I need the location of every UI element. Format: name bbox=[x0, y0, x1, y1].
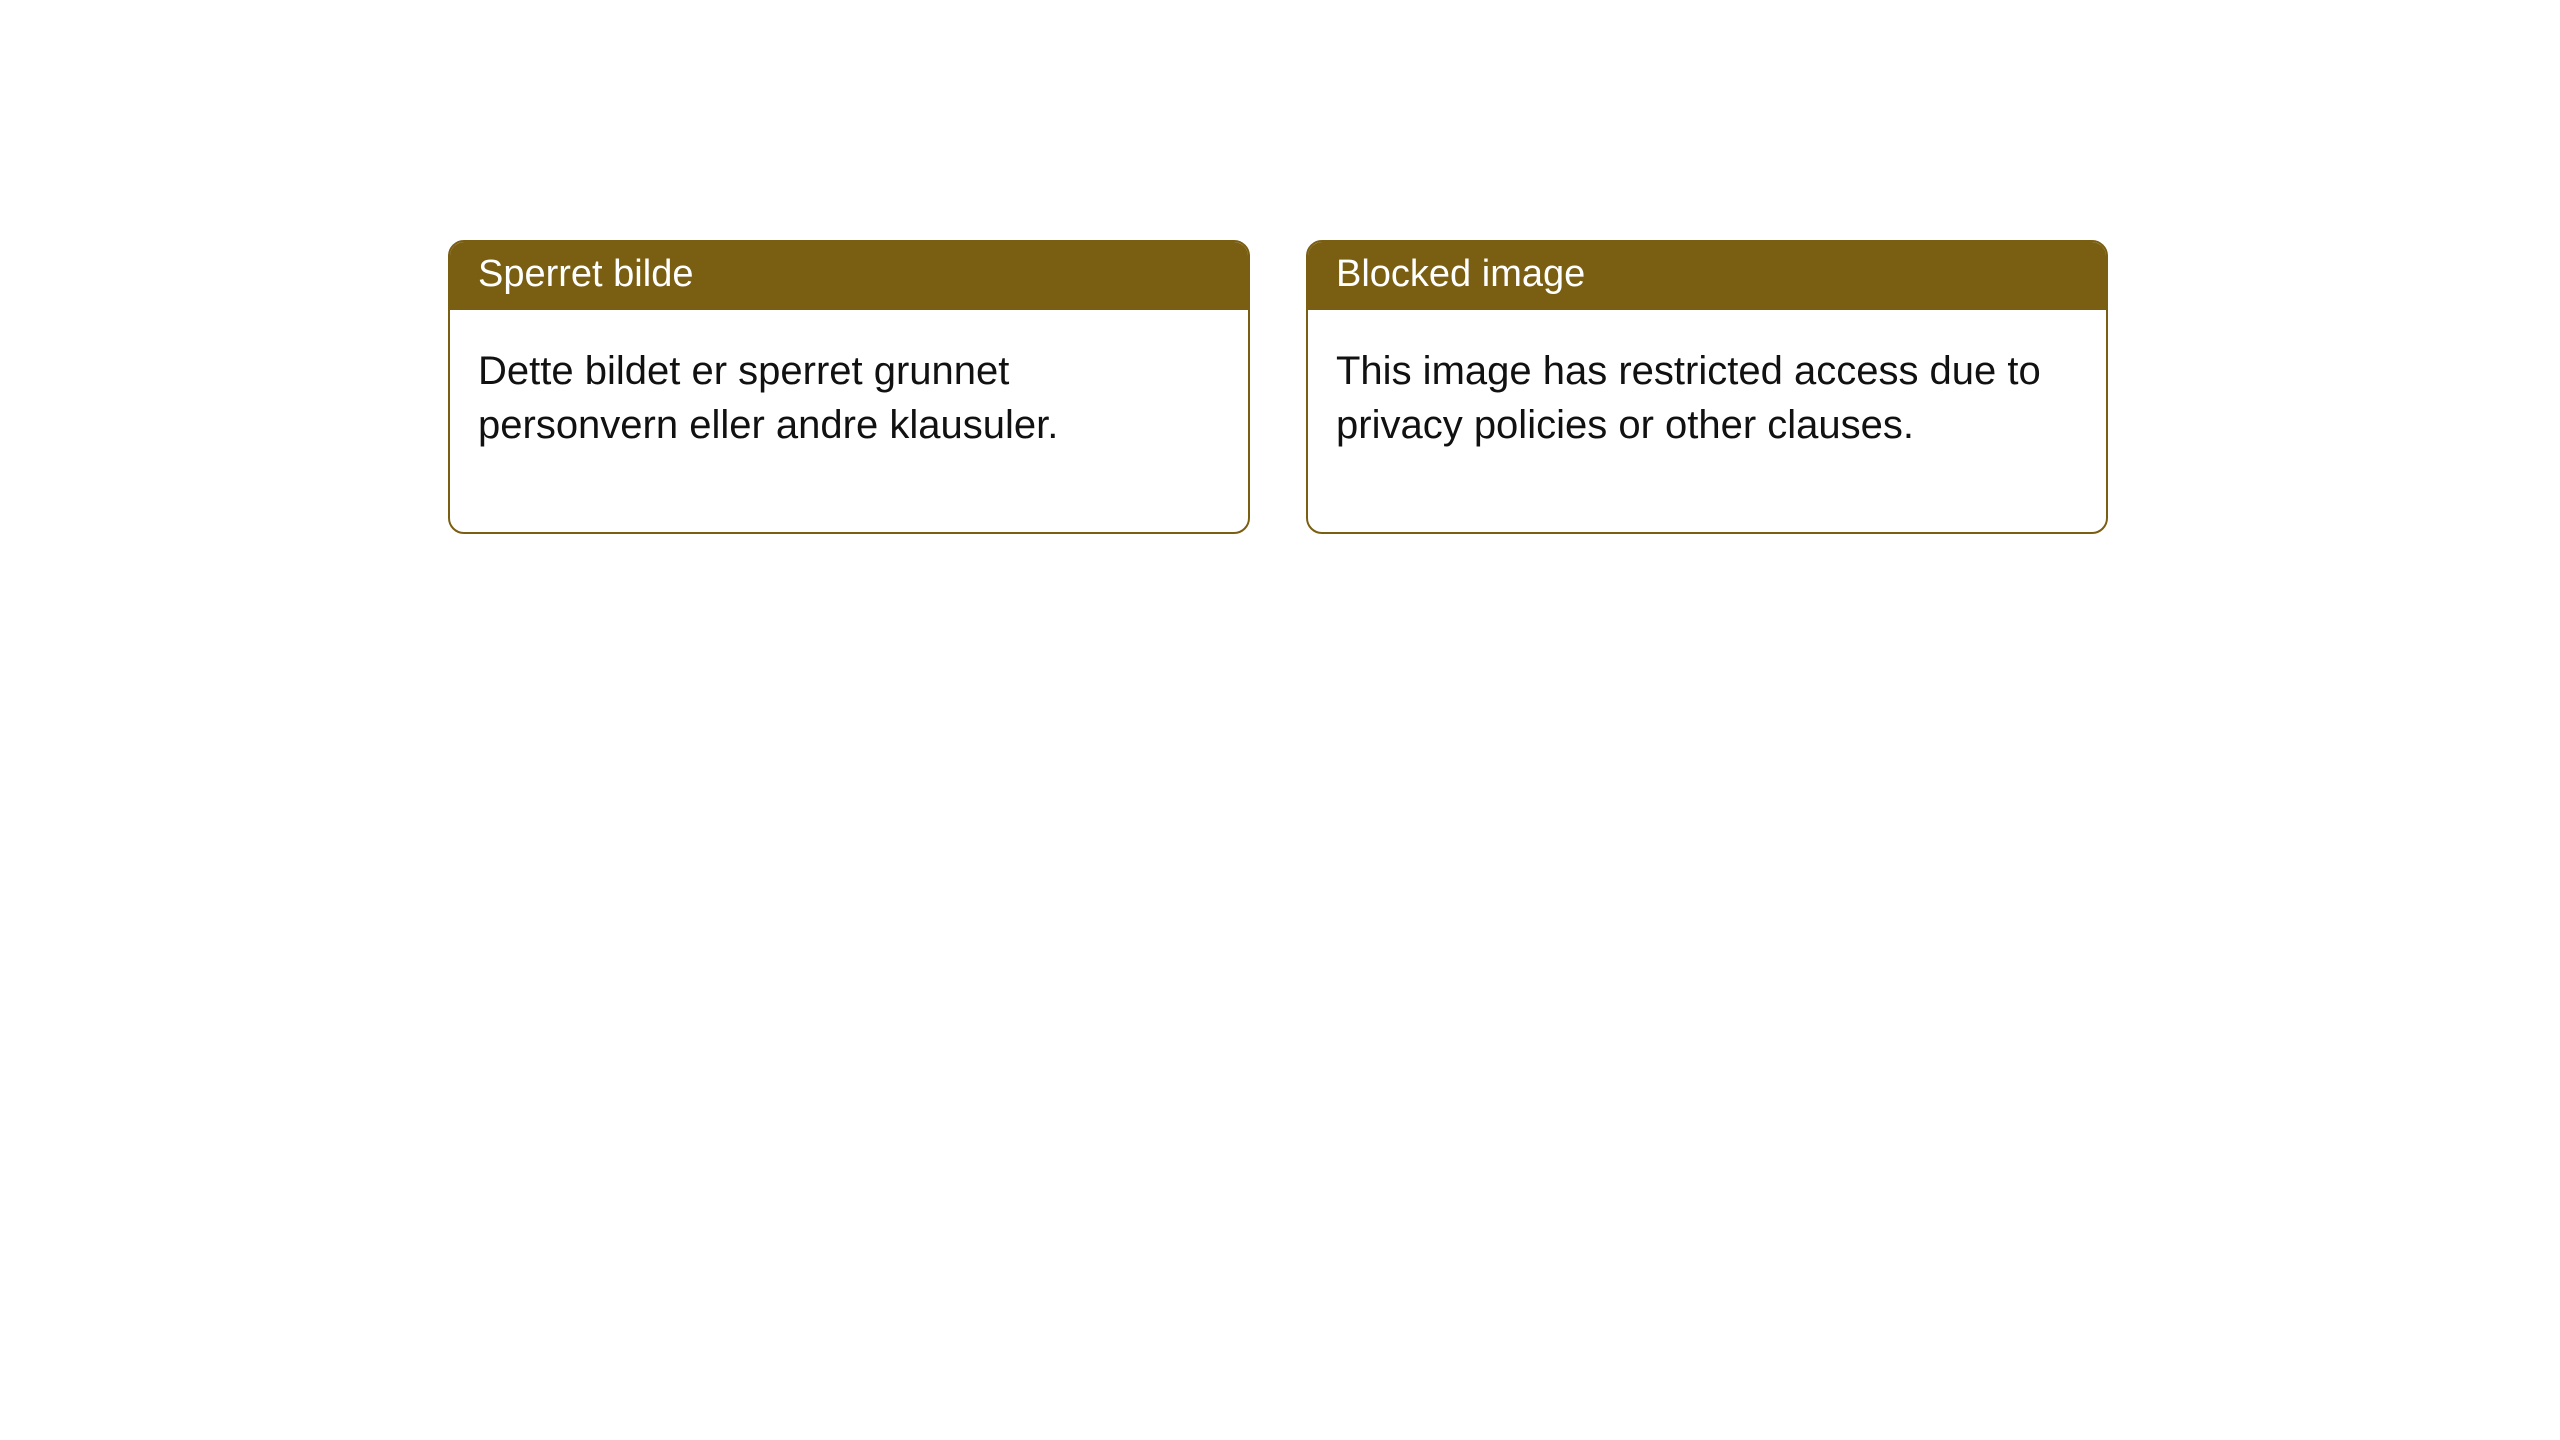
notice-card-header: Blocked image bbox=[1308, 242, 2106, 310]
notice-card-en: Blocked image This image has restricted … bbox=[1306, 240, 2108, 534]
notice-card-no: Sperret bilde Dette bildet er sperret gr… bbox=[448, 240, 1250, 534]
notice-card-title: Sperret bilde bbox=[478, 253, 693, 295]
notice-card-text: This image has restricted access due to … bbox=[1336, 349, 2041, 447]
notice-card-body: This image has restricted access due to … bbox=[1308, 310, 2106, 532]
notice-cards-container: Sperret bilde Dette bildet er sperret gr… bbox=[448, 240, 2108, 534]
notice-card-header: Sperret bilde bbox=[450, 242, 1248, 310]
notice-card-body: Dette bildet er sperret grunnet personve… bbox=[450, 310, 1248, 532]
notice-card-text: Dette bildet er sperret grunnet personve… bbox=[478, 349, 1058, 447]
notice-card-title: Blocked image bbox=[1336, 253, 1585, 295]
